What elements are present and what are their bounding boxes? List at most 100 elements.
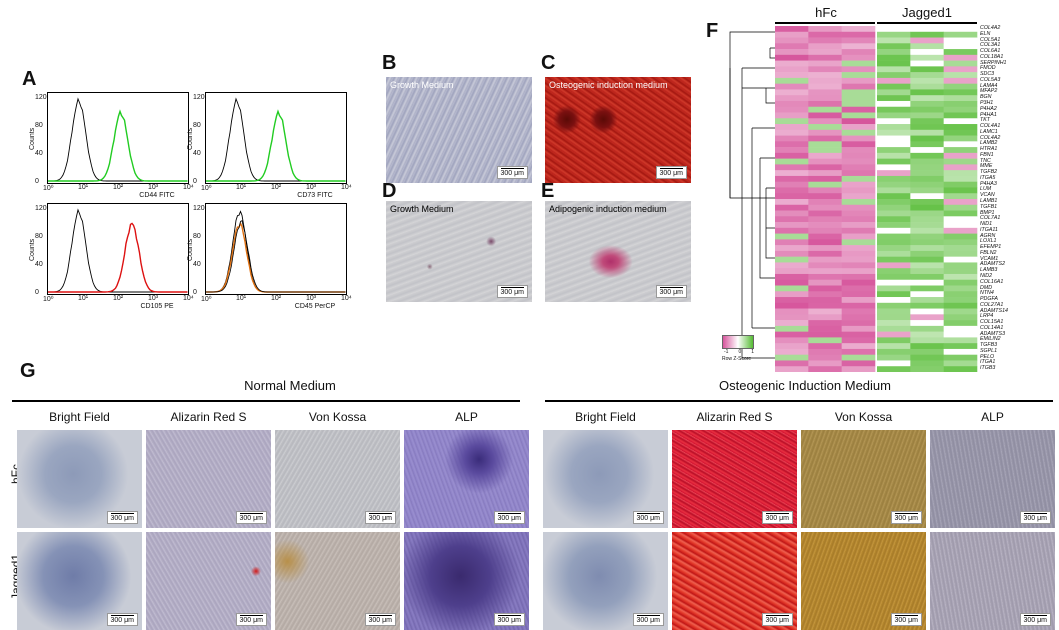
- heatmap-cell: [910, 239, 944, 246]
- heatmap-cell: [877, 187, 911, 194]
- heatmap-cell: [877, 279, 911, 286]
- heatmap-cell: [808, 279, 842, 286]
- heatmap-cell: [877, 297, 911, 304]
- heatmap-cell: [841, 124, 876, 131]
- heatmap-cell: [910, 60, 944, 67]
- micrograph-hfc-normal-2: 300 μm: [146, 430, 271, 528]
- heatmap-cell: [808, 343, 842, 350]
- heatmap-cell: [877, 170, 911, 177]
- heatmap-cell: [775, 331, 809, 338]
- flow-y-tick: 0: [193, 178, 197, 185]
- scale-bar: 300 μm: [890, 613, 922, 626]
- heatmap-cell: [910, 164, 944, 171]
- heatmap-cell: [808, 285, 842, 292]
- heatmap-cell: [841, 106, 876, 113]
- heatmap-cell: [877, 43, 911, 50]
- heatmap-cell: [775, 170, 809, 177]
- heatmap-cell: [808, 135, 842, 142]
- heatmap-cell: [910, 26, 944, 33]
- heatmap-cell: [841, 366, 876, 372]
- heatmap-cell: [808, 227, 842, 234]
- heatmap-cell: [910, 325, 944, 332]
- heatmap-gene-label: P4HA2: [980, 105, 997, 112]
- heatmap-gene-label: LAMC1: [980, 128, 998, 135]
- heatmap-cell: [841, 291, 876, 298]
- flow-x-tick: 10³: [306, 184, 317, 191]
- heatmap-cell: [841, 360, 876, 367]
- micro-e-caption: Adipogenic induction medium: [549, 204, 667, 214]
- heatmap-cell: [877, 222, 911, 229]
- heatmap-cell: [775, 135, 809, 142]
- heatmap-cell: [808, 302, 842, 309]
- heatmap-cell: [775, 66, 809, 73]
- heatmap-cell: [775, 175, 809, 182]
- heatmap-cell: [808, 245, 842, 252]
- heatmap-cell: [943, 66, 978, 73]
- heatmap-legend-ticks: -1 0 1: [724, 349, 754, 355]
- heatmap-cell: [877, 302, 911, 309]
- heatmap-cell: [808, 26, 842, 33]
- scale-bar: 300 μm: [890, 511, 922, 524]
- heatmap-cell: [910, 343, 944, 350]
- heatmap-cell: [910, 360, 944, 367]
- heatmap-gene-label: DMD: [980, 284, 993, 291]
- heatmap-cell: [910, 31, 944, 38]
- heatmap-cell: [877, 147, 911, 154]
- flow-y-tick: 40: [35, 149, 43, 157]
- heatmap-cell: [877, 366, 911, 372]
- flow-y-tick: 80: [35, 121, 43, 129]
- flow-y-tick: 0: [35, 289, 39, 296]
- column-header: Bright Field: [49, 410, 110, 424]
- micrograph-jagged1-normal-3: 300 μm: [275, 532, 400, 630]
- heatmap-cell: [808, 314, 842, 321]
- heatmap-cell: [808, 273, 842, 281]
- heatmap-cell: [808, 118, 842, 125]
- heatmap-cell: [841, 95, 876, 102]
- panel-a-label: A: [22, 68, 37, 90]
- heatmap-cell: [808, 31, 842, 38]
- heatmap-cell: [943, 95, 978, 102]
- heatmap-gene-label: FBLN2: [980, 249, 997, 256]
- flow-y-tick: 120: [193, 93, 205, 101]
- micro-b-growth: Growth Medium 300 μm: [386, 77, 532, 183]
- heatmap-cell: [877, 268, 911, 275]
- heatmap-cell: [877, 72, 911, 79]
- heatmap-cell: [910, 175, 944, 182]
- heatmap-cell: [943, 325, 978, 332]
- heatmap-cell: [943, 297, 978, 304]
- heatmap-cell: [808, 164, 842, 171]
- heatmap-cell: [808, 216, 842, 223]
- heatmap-gene-label: P4HA3: [980, 180, 997, 187]
- heatmap-cell: [841, 49, 876, 56]
- heatmap-cell: [910, 89, 944, 96]
- heatmap-group-hfc: hFc: [815, 5, 837, 20]
- heatmap-cell: [877, 285, 911, 292]
- heatmap-cell: [808, 262, 842, 269]
- heatmap-gene-label: COL16A1: [980, 278, 1004, 285]
- heatmap-cell: [775, 124, 809, 131]
- heatmap-cell: [775, 147, 809, 154]
- heatmap-cell: [808, 106, 842, 113]
- heatmap-cell: [877, 164, 911, 171]
- heatmap-cell: [841, 308, 876, 315]
- heatmap-gene-label: LUM: [980, 186, 992, 193]
- heatmap-cell: [841, 66, 876, 73]
- heatmap-cell: [943, 210, 978, 217]
- heatmap-cell: [808, 268, 842, 275]
- heatmap-cell: [808, 152, 842, 159]
- heatmap-gene-label: MFAP2: [980, 88, 998, 95]
- heatmap-cell: [775, 43, 809, 50]
- heatmap-cell: [841, 325, 876, 332]
- heatmap-cell: [808, 158, 842, 165]
- heatmap-cell: [943, 26, 978, 33]
- heatmap-gene-label: ELN: [980, 30, 991, 37]
- heatmap-cell: [841, 285, 876, 292]
- heatmap-grid: [775, 26, 978, 372]
- marker-curve: [48, 222, 188, 293]
- heatmap-cell: [943, 348, 978, 355]
- flow-y-tick: 120: [193, 204, 205, 212]
- heatmap-cell: [910, 210, 944, 217]
- heatmap-cell: [943, 291, 978, 298]
- heatmap-cell: [841, 54, 876, 61]
- micrograph-hfc-normal-1: 300 μm: [17, 430, 142, 528]
